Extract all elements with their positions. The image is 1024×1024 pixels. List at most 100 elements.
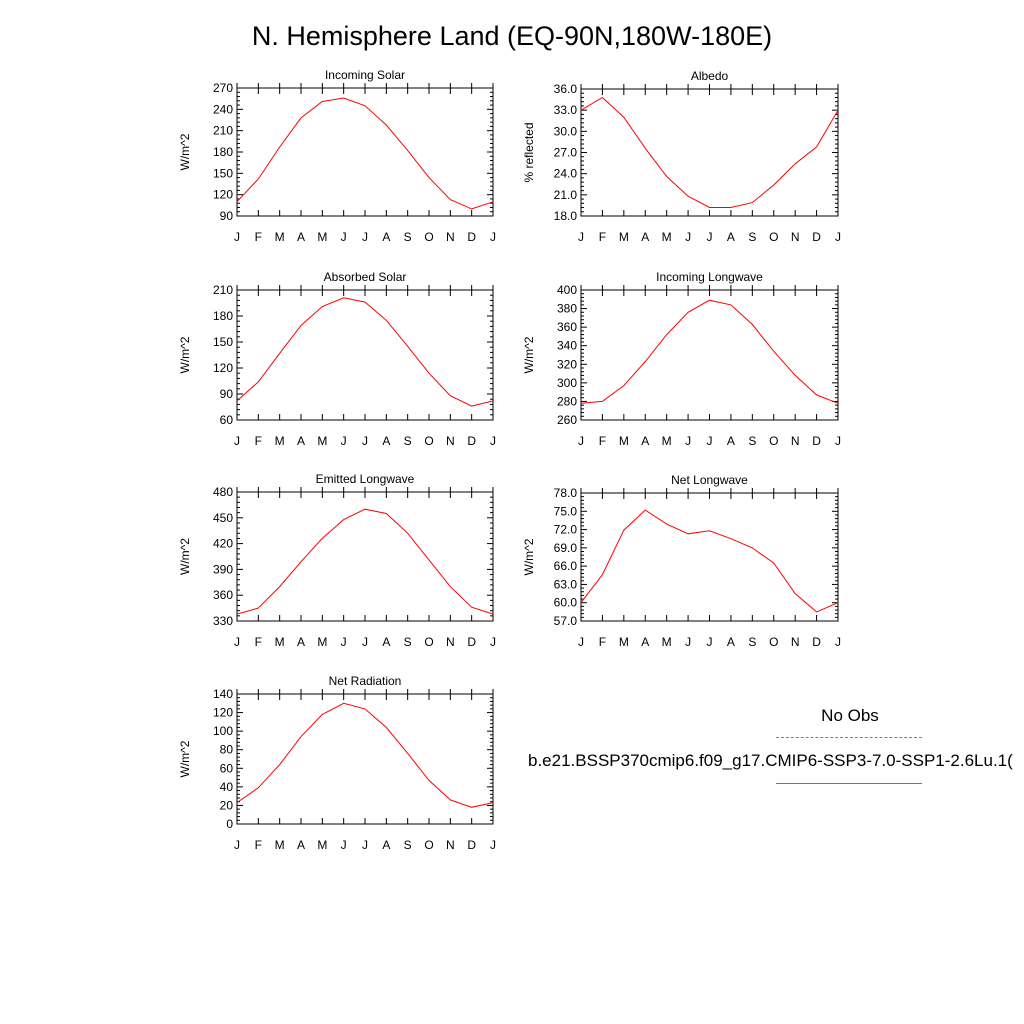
y-tick-label: 30.0	[554, 124, 578, 138]
x-tick-label: M	[275, 635, 285, 649]
y-tick-label: 78.0	[554, 486, 578, 500]
y-tick-label: 260	[557, 413, 577, 427]
panel-title: Absorbed Solar	[324, 270, 407, 284]
y-axis-label: W/m^2	[178, 538, 192, 575]
x-tick-label: J	[685, 635, 691, 649]
y-tick-label: 380	[557, 302, 577, 316]
x-tick-label: M	[317, 635, 327, 649]
x-tick-label: F	[599, 230, 606, 244]
chart-panel: Incoming Solar W/m^2 90 120 150 180 210 240 270 J…	[178, 68, 496, 244]
x-tick-label: N	[446, 838, 455, 852]
plot-frame	[236, 289, 494, 421]
x-tick-label: J	[835, 434, 841, 448]
legend-obs-label: No Obs	[821, 706, 879, 725]
x-tick-label: J	[362, 838, 368, 852]
chart-panel: Emitted Longwave W/m^2 330 360 390 420 450 480 J…	[178, 472, 496, 649]
x-tick-label: M	[662, 434, 672, 448]
plot-frame	[580, 492, 839, 622]
plot-frame	[236, 491, 494, 622]
x-tick-label: D	[467, 838, 476, 852]
x-tick-label: J	[362, 230, 368, 244]
x-tick-label: D	[467, 230, 476, 244]
y-tick-label: 390	[213, 562, 233, 576]
x-tick-label: F	[255, 838, 262, 852]
series-line	[236, 702, 494, 808]
y-tick-label: 180	[213, 309, 233, 323]
y-tick-label: 300	[557, 376, 577, 390]
x-tick-label: O	[769, 635, 778, 649]
x-tick-label: J	[234, 838, 240, 852]
x-tick-label: M	[317, 838, 327, 852]
y-tick-label: 320	[557, 357, 577, 371]
x-tick-label: D	[812, 230, 821, 244]
y-tick-label: 40	[220, 780, 234, 794]
x-tick-label: A	[382, 838, 390, 852]
y-axis-label: W/m^2	[178, 133, 192, 170]
x-tick-label: S	[748, 230, 756, 244]
x-tick-label: F	[599, 434, 606, 448]
x-tick-label: F	[255, 230, 262, 244]
x-tick-label: O	[424, 838, 433, 852]
x-tick-label: N	[791, 230, 800, 244]
x-tick-label: O	[769, 230, 778, 244]
figure-title: N. Hemisphere Land (EQ-90N,180W-180E)	[251, 21, 773, 51]
y-tick-label: 66.0	[554, 559, 578, 573]
y-tick-label: 69.0	[554, 541, 578, 555]
x-tick-label: J	[341, 230, 347, 244]
y-tick-label: 120	[213, 188, 233, 202]
x-tick-label: J	[578, 434, 584, 448]
y-tick-label: 330	[213, 614, 233, 628]
x-tick-label: F	[255, 635, 262, 649]
y-axis-label: W/m^2	[178, 336, 192, 373]
y-tick-label: 120	[213, 706, 233, 720]
x-tick-label: M	[619, 434, 629, 448]
x-tick-label: J	[234, 230, 240, 244]
y-tick-label: 20	[220, 798, 234, 812]
x-tick-label: J	[685, 230, 691, 244]
x-tick-label: D	[812, 635, 821, 649]
x-tick-label: M	[662, 230, 672, 244]
y-tick-label: 72.0	[554, 523, 578, 537]
x-tick-label: F	[255, 434, 262, 448]
x-tick-label: N	[446, 434, 455, 448]
x-tick-label: S	[404, 838, 412, 852]
x-tick-label: M	[662, 635, 672, 649]
y-tick-label: 480	[213, 485, 233, 499]
x-tick-label: J	[341, 434, 347, 448]
x-tick-label: J	[490, 434, 496, 448]
chart-panel: Net Longwave W/m^2 57.0 60.0 63.0 66.0 69.0 72.…	[522, 473, 841, 649]
panel-title: Albedo	[691, 69, 729, 83]
y-tick-label: 24.0	[554, 167, 578, 181]
panel-title: Net Radiation	[329, 674, 402, 688]
x-tick-label: N	[446, 635, 455, 649]
y-tick-label: 360	[557, 320, 577, 334]
x-tick-label: S	[748, 434, 756, 448]
y-tick-label: 240	[213, 102, 233, 116]
plot-frame	[580, 289, 839, 421]
x-tick-label: O	[769, 434, 778, 448]
y-tick-label: 36.0	[554, 82, 578, 96]
y-tick-label: 270	[213, 81, 233, 95]
y-tick-label: 57.0	[554, 614, 578, 628]
y-tick-label: 80	[220, 743, 234, 757]
x-tick-label: A	[382, 230, 390, 244]
x-tick-label: J	[362, 434, 368, 448]
y-tick-label: 27.0	[554, 146, 578, 160]
series-line	[580, 509, 839, 613]
x-tick-label: A	[641, 230, 649, 244]
x-tick-label: D	[467, 434, 476, 448]
y-tick-label: 150	[213, 166, 233, 180]
series-line	[580, 299, 839, 404]
x-tick-label: A	[727, 434, 735, 448]
x-tick-label: N	[791, 635, 800, 649]
x-tick-label: N	[446, 230, 455, 244]
y-tick-label: 75.0	[554, 504, 578, 518]
y-tick-label: 0	[226, 817, 233, 831]
x-tick-label: J	[490, 838, 496, 852]
x-tick-label: J	[707, 230, 713, 244]
chart-panel: Albedo % reflected 18.0 21.0 24.0 27.0 30.0 33.…	[522, 69, 841, 244]
x-tick-label: A	[297, 635, 305, 649]
y-tick-label: 150	[213, 335, 233, 349]
